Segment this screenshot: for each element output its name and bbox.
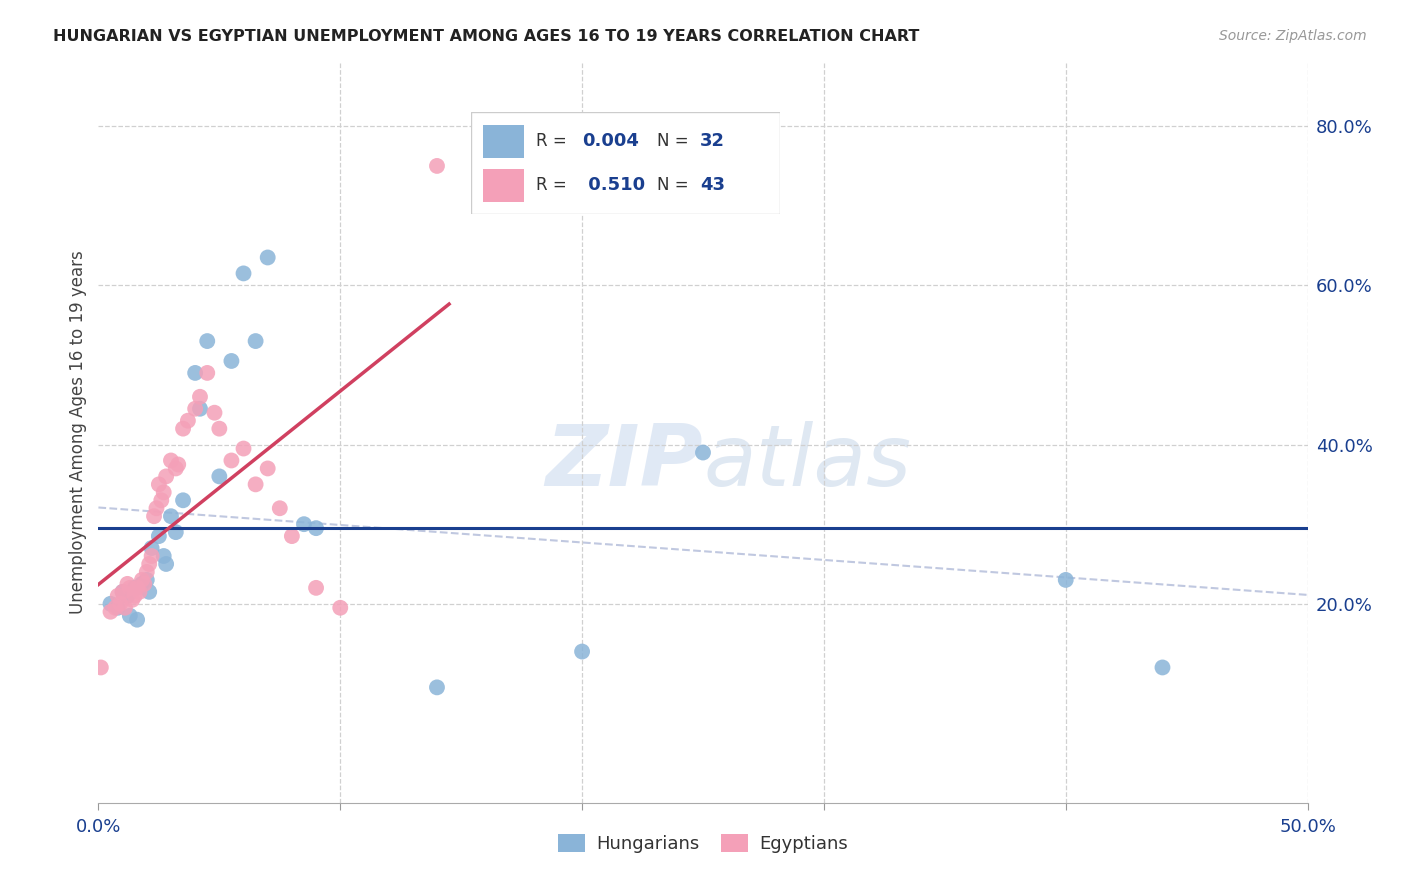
Point <box>131 573 153 587</box>
FancyBboxPatch shape <box>471 112 780 214</box>
Point <box>221 453 243 467</box>
Point <box>692 445 714 459</box>
Point <box>329 600 352 615</box>
Point <box>141 549 163 563</box>
Point <box>100 605 122 619</box>
Point <box>121 592 143 607</box>
Point <box>1152 660 1174 674</box>
Point <box>208 469 231 483</box>
Point <box>145 501 167 516</box>
Point <box>195 366 218 380</box>
Point <box>281 529 304 543</box>
Text: 0.004: 0.004 <box>582 132 640 150</box>
Point <box>165 461 187 475</box>
Point <box>143 509 166 524</box>
Point <box>1054 573 1077 587</box>
Point <box>127 581 149 595</box>
Point <box>117 577 139 591</box>
Y-axis label: Unemployment Among Ages 16 to 19 years: Unemployment Among Ages 16 to 19 years <box>69 251 87 615</box>
Point <box>117 589 139 603</box>
Point <box>167 458 190 472</box>
Point <box>172 493 194 508</box>
Point <box>256 461 278 475</box>
Point <box>204 406 226 420</box>
Point <box>108 597 131 611</box>
Point <box>195 334 218 348</box>
Legend: Hungarians, Egyptians: Hungarians, Egyptians <box>551 827 855 861</box>
Point <box>172 422 194 436</box>
Point <box>107 589 129 603</box>
Point <box>138 584 160 599</box>
Point <box>104 600 127 615</box>
Point <box>148 529 170 543</box>
Point <box>165 525 187 540</box>
Point <box>148 477 170 491</box>
Point <box>292 517 315 532</box>
Point <box>305 521 328 535</box>
Point <box>305 581 328 595</box>
Point <box>184 401 207 416</box>
Point <box>107 600 129 615</box>
Point <box>114 600 136 615</box>
Point <box>131 577 153 591</box>
Point <box>135 565 157 579</box>
Text: R =: R = <box>536 132 572 150</box>
Point <box>232 442 254 456</box>
Point <box>134 577 156 591</box>
Point <box>245 334 267 348</box>
Point <box>155 557 177 571</box>
Point <box>152 549 174 563</box>
FancyBboxPatch shape <box>484 125 523 158</box>
Point <box>118 608 141 623</box>
Point <box>150 493 173 508</box>
Text: N =: N = <box>657 132 693 150</box>
Point <box>426 681 449 695</box>
Point <box>269 501 291 516</box>
Text: R =: R = <box>536 177 572 194</box>
Text: Source: ZipAtlas.com: Source: ZipAtlas.com <box>1219 29 1367 43</box>
Point <box>118 581 141 595</box>
Point <box>135 573 157 587</box>
Text: atlas: atlas <box>703 421 911 504</box>
Point <box>256 251 278 265</box>
Point <box>571 644 593 658</box>
Point <box>128 584 150 599</box>
Point <box>111 584 134 599</box>
Point <box>155 469 177 483</box>
Point <box>221 354 243 368</box>
Text: HUNGARIAN VS EGYPTIAN UNEMPLOYMENT AMONG AGES 16 TO 19 YEARS CORRELATION CHART: HUNGARIAN VS EGYPTIAN UNEMPLOYMENT AMONG… <box>53 29 920 44</box>
Point <box>160 509 183 524</box>
Point <box>127 613 149 627</box>
Point <box>141 541 163 555</box>
FancyBboxPatch shape <box>484 169 523 202</box>
Text: 32: 32 <box>700 132 725 150</box>
Point <box>184 366 207 380</box>
Point <box>124 589 146 603</box>
Point <box>124 581 146 595</box>
Point <box>152 485 174 500</box>
Point <box>160 453 183 467</box>
Text: ZIP: ZIP <box>546 421 703 504</box>
Point <box>90 660 112 674</box>
Point <box>232 267 254 281</box>
Point <box>426 159 449 173</box>
Point <box>245 477 267 491</box>
Text: 0.510: 0.510 <box>582 177 645 194</box>
Point <box>100 597 122 611</box>
Point <box>177 414 200 428</box>
Text: N =: N = <box>657 177 693 194</box>
Point <box>188 401 211 416</box>
Point <box>111 584 134 599</box>
Point <box>208 422 231 436</box>
Text: 43: 43 <box>700 177 725 194</box>
Point <box>138 557 160 571</box>
Point <box>188 390 211 404</box>
